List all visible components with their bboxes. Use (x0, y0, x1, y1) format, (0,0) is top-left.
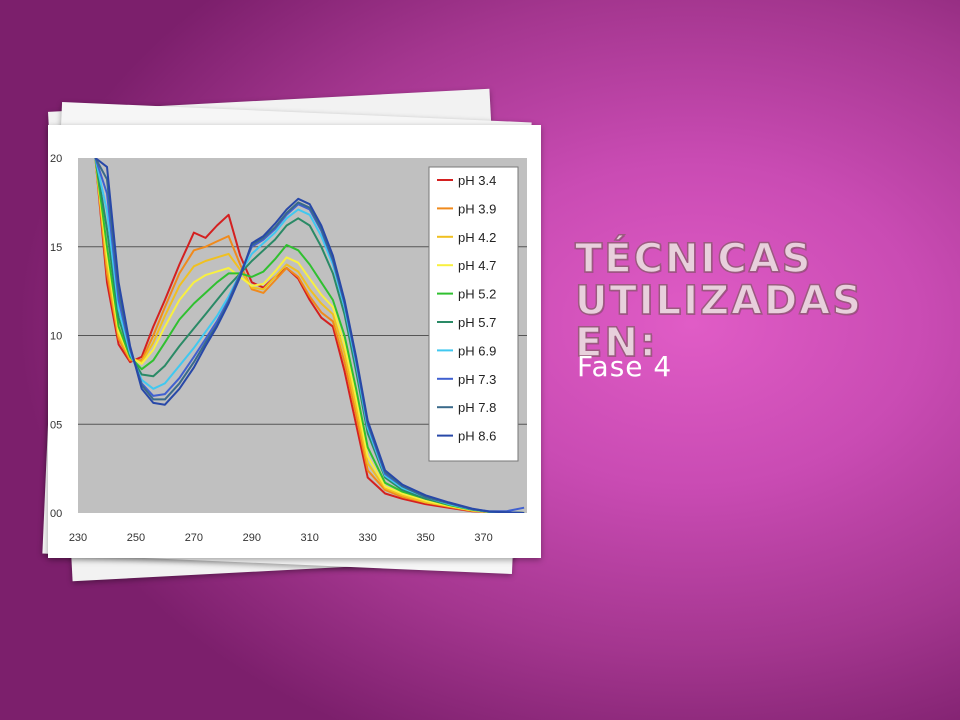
legend-label: pH 7.3 (458, 372, 496, 387)
series-line (94, 158, 525, 513)
x-tick-labels: 230 250 270 290 310 330 350 370 (69, 532, 493, 544)
y-tick-label: 05 (50, 419, 62, 431)
x-tick-label: 330 (358, 532, 376, 544)
y-tick-label: 10 (50, 331, 62, 343)
series-line (94, 158, 525, 513)
slide-title: Técnicas utilizadas en: (574, 236, 863, 366)
x-tick-label: 270 (185, 532, 203, 544)
x-tick-label: 290 (243, 532, 261, 544)
y-tick-label: 15 (50, 242, 62, 254)
legend-label: pH 4.7 (458, 258, 496, 273)
legend: pH 3.4 pH 3.9 pH 4.2 pH 4.7 pH 5.2 pH 5.7 pH 6… (428, 166, 519, 462)
legend-label: pH 3.4 (458, 173, 496, 188)
slide-subtitle: Fase 4 (577, 350, 673, 383)
y-tick-label: 00 (50, 508, 62, 520)
series-line (94, 158, 525, 513)
y-tick-labels: 00 05 10 15 20 (50, 153, 62, 520)
series-line (94, 158, 525, 513)
legend-label: pH 7.8 (458, 400, 496, 415)
legend-label: pH 5.2 (458, 287, 496, 302)
series-lines (94, 158, 525, 513)
absorbance-chart: 00 05 10 15 20 230 250 270 290 310 330 350 370 pH 3… (50, 153, 527, 544)
series-line (94, 158, 525, 513)
legend-label: pH 8.6 (458, 429, 496, 444)
legend-box (428, 166, 519, 462)
x-tick-label: 230 (69, 532, 87, 544)
x-tick-label: 370 (474, 532, 492, 544)
series-line (94, 158, 525, 513)
x-tick-label: 350 (416, 532, 434, 544)
legend-label: pH 6.9 (458, 343, 496, 358)
x-tick-label: 310 (301, 532, 319, 544)
y-tick-label: 20 (50, 153, 62, 165)
legend-label: pH 3.9 (458, 201, 496, 216)
legend-label: pH 4.2 (458, 230, 496, 245)
x-tick-label: 250 (127, 532, 145, 544)
legend-label: pH 5.7 (458, 315, 496, 330)
